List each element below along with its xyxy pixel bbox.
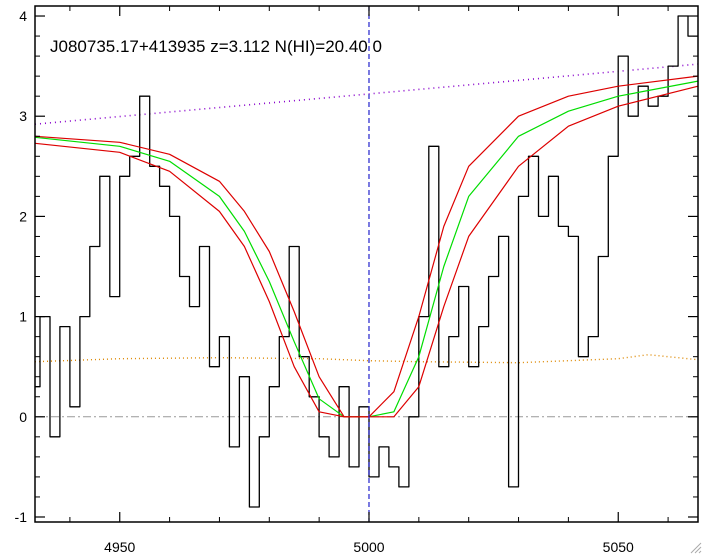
plot-frame bbox=[34, 5, 699, 523]
y-tick-label: 3 bbox=[19, 108, 27, 124]
error-series bbox=[34, 354, 699, 364]
resize-grip-icon[interactable] bbox=[690, 542, 702, 554]
flux-series bbox=[35, 15, 698, 508]
x-tick-label: 5000 bbox=[353, 539, 384, 555]
continuum-line bbox=[34, 63, 699, 125]
chart-title: J080735.17+413935 z=3.112 N(HI)=20.40 0 bbox=[50, 37, 382, 56]
y-tick-label: 4 bbox=[19, 8, 27, 24]
model-upper-line bbox=[34, 75, 699, 418]
model-line bbox=[34, 80, 699, 418]
x-tick-label: 5050 bbox=[603, 539, 634, 555]
x-tick-label: 4950 bbox=[104, 539, 135, 555]
y-tick-label: 2 bbox=[19, 208, 27, 224]
y-tick-label: 0 bbox=[19, 409, 27, 425]
model-lower-line bbox=[34, 85, 699, 418]
y-tick-label: 1 bbox=[19, 309, 27, 325]
x-axis-ticks: 4950 5000 5050 bbox=[69, 6, 669, 555]
error-line bbox=[34, 354, 699, 364]
continuum-series bbox=[34, 63, 699, 125]
y-axis-ticks: -1 0 1 2 3 4 bbox=[15, 8, 698, 525]
model-fits bbox=[34, 75, 699, 418]
y-tick-label: -1 bbox=[15, 509, 28, 525]
flux-line bbox=[35, 15, 698, 508]
